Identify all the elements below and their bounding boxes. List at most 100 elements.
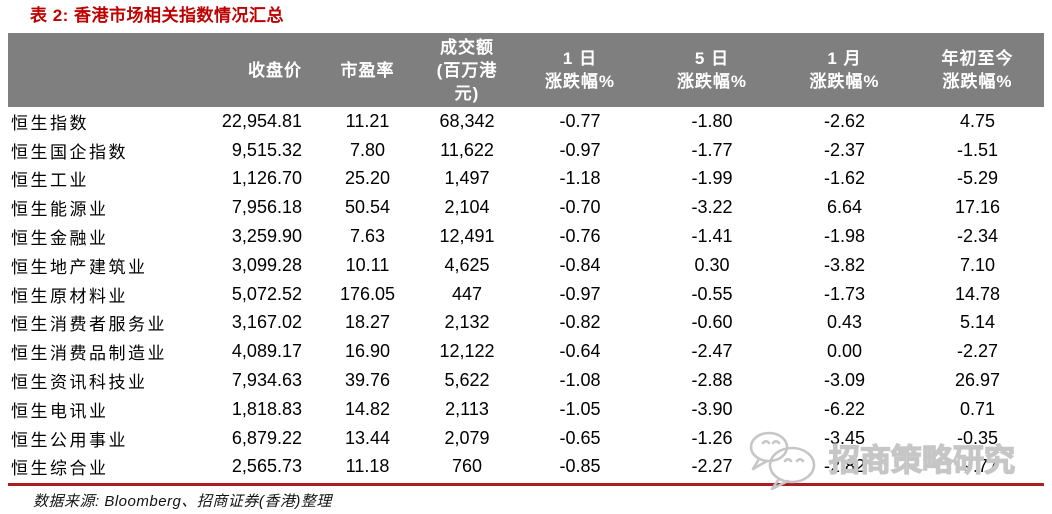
value-cell-pe: 10.11 xyxy=(345,254,390,275)
value-cell-pe: 13.44 xyxy=(344,427,391,448)
value-cell-pe: 39.76 xyxy=(344,370,391,391)
value-cell-d5: -1.80 xyxy=(691,110,733,131)
value-cell-d1: -0.97 xyxy=(559,139,601,160)
value-cell-close: 3,099.28 xyxy=(231,254,302,275)
value-cell-turnover: 2,132 xyxy=(444,312,490,333)
value-cell-ytd: 5.14 xyxy=(959,312,996,333)
table-row: 恒生消费品制造业 4,089.17 16.90 12,122 -0.64 -2.47 0.0… xyxy=(8,337,1044,366)
value-cell-turnover: 760 xyxy=(451,456,483,477)
value-cell-d5: -1.26 xyxy=(691,427,733,448)
value-cell-m1: 0.00 xyxy=(826,341,863,362)
value-cell-turnover: 11,622 xyxy=(440,139,494,160)
value-cell-d1: -0.70 xyxy=(559,197,601,218)
value-cell-ytd: 0.71 xyxy=(959,398,996,419)
column-header-pe: 市盈率 xyxy=(315,33,420,107)
table-row: 恒生指数 22,954.81 11.21 68,342 -0.77 -1.80 -2.62 4… xyxy=(8,107,1044,136)
column-header-d5: 5 日涨跌幅% xyxy=(646,33,778,107)
value-cell-close: 22,954.81 xyxy=(221,110,302,131)
column-header-d1: 1 日涨跌幅% xyxy=(514,33,646,107)
value-cell-turnover: 5,622 xyxy=(444,370,490,391)
value-cell-d5: -2.27 xyxy=(691,456,733,477)
value-cell-pe: 7.80 xyxy=(349,139,386,160)
value-cell-turnover: 12,122 xyxy=(439,341,495,362)
value-cell-d1: -0.64 xyxy=(559,341,601,362)
value-cell-d5: -1.99 xyxy=(691,168,733,189)
table-row: 恒生资讯科技业 7,934.63 39.76 5,622 -1.08 -2.88 -3.09… xyxy=(8,366,1044,395)
index-name-cell: 恒生工业 xyxy=(11,171,89,191)
value-cell-m1: -6.22 xyxy=(823,398,866,419)
value-cell-pe: 18.27 xyxy=(344,312,391,333)
value-cell-close: 3,259.90 xyxy=(231,226,302,247)
value-cell-d1: -0.82 xyxy=(559,312,601,333)
value-cell-ytd: 14.78 xyxy=(954,283,1001,304)
value-cell-d1: -0.97 xyxy=(559,283,601,304)
value-cell-pe: 25.20 xyxy=(344,168,391,189)
value-cell-m1: 0.43 xyxy=(826,312,863,333)
value-cell-close: 7,934.63 xyxy=(231,370,302,391)
header-row: 收盘价 市盈率 成交额 (百万港 元) 1 日涨跌幅% 5 日涨跌幅% 1 月涨跌幅% 年初至今… xyxy=(8,33,1044,107)
table-row: 恒生消费者服务业 3,167.02 18.27 2,132 -0.82 -0.60 0.43… xyxy=(8,309,1044,338)
value-cell-turnover: 2,104 xyxy=(444,197,490,218)
value-cell-d1: -1.05 xyxy=(559,398,601,419)
value-cell-m1: -2.37 xyxy=(823,139,866,160)
value-cell-d1: -0.76 xyxy=(559,226,601,247)
data-source-note: 数据来源: Bloomberg、招商证券(香港)整理 xyxy=(33,493,332,511)
value-cell-turnover: 1,497 xyxy=(444,168,490,189)
value-cell-ytd: 4.75 xyxy=(959,110,996,131)
column-header-m1: 1 月涨跌幅% xyxy=(778,33,911,107)
value-cell-d5: -2.47 xyxy=(691,341,733,362)
value-cell-d5: -3.22 xyxy=(691,197,733,218)
value-cell-turnover: 2,113 xyxy=(445,398,489,419)
value-cell-m1: -1.73 xyxy=(823,283,866,304)
column-header-turnover: 成交额 (百万港 元) xyxy=(420,33,514,107)
index-name-cell: 恒生公用事业 xyxy=(11,430,128,450)
value-cell-d1: -0.85 xyxy=(559,456,601,477)
value-cell-m1: -1.98 xyxy=(823,226,866,247)
value-cell-pe: 11.21 xyxy=(345,110,390,131)
index-name-cell: 恒生资讯科技业 xyxy=(11,373,148,393)
value-cell-turnover: 12,491 xyxy=(439,226,495,247)
column-header-ytd: 年初至今 涨跌幅% xyxy=(911,33,1044,107)
value-cell-ytd: 26.97 xyxy=(954,370,1001,391)
value-cell-d5: -1.77 xyxy=(691,139,733,160)
value-cell-ytd: -2.34 xyxy=(956,226,999,247)
value-cell-close: 6,879.22 xyxy=(231,427,302,448)
index-name-cell: 恒生电讯业 xyxy=(11,401,109,421)
index-name-cell: 恒生地产建筑业 xyxy=(11,257,148,277)
index-name-cell: 恒生原材料业 xyxy=(11,286,128,306)
value-cell-ytd: 7.10 xyxy=(959,254,996,275)
value-cell-close: 7,956.18 xyxy=(231,197,302,218)
value-cell-ytd: -9.77 xyxy=(956,456,999,477)
table-bottom-divider xyxy=(8,483,1044,487)
table-row: 恒生工业 1,126.70 25.20 1,497 -1.18 -1.99 -1.62 -5.… xyxy=(8,165,1044,194)
value-cell-m1: -2.82 xyxy=(823,456,866,477)
value-cell-m1: -3.82 xyxy=(823,254,866,275)
value-cell-m1: -3.09 xyxy=(823,370,866,391)
value-cell-d5: -0.60 xyxy=(691,312,733,333)
value-cell-m1: -3.45 xyxy=(823,427,866,448)
value-cell-d5: -0.55 xyxy=(691,283,733,304)
value-cell-pe: 50.54 xyxy=(344,197,391,218)
index-name-cell: 恒生能源业 xyxy=(11,200,109,220)
value-cell-ytd: -5.29 xyxy=(956,168,999,189)
column-header-name xyxy=(8,33,205,107)
value-cell-d5: -3.90 xyxy=(691,398,733,419)
table-row: 恒生公用事业 6,879.22 13.44 2,079 -0.65 -1.26 -3.45 -… xyxy=(8,424,1044,453)
table-row: 恒生地产建筑业 3,099.28 10.11 4,625 -0.84 0.30 -3.82 7… xyxy=(8,251,1044,280)
table-header: 收盘价 市盈率 成交额 (百万港 元) 1 日涨跌幅% 5 日涨跌幅% 1 月涨跌幅% 年初至今… xyxy=(8,33,1044,107)
value-cell-turnover: 4,625 xyxy=(444,254,490,275)
value-cell-d1: -0.65 xyxy=(559,427,601,448)
value-cell-d1: -1.18 xyxy=(559,168,601,189)
table-row: 恒生电讯业 1,818.83 14.82 2,113 -1.05 -3.90 -6.22 0.… xyxy=(8,395,1044,424)
report-page: 表 2: 香港市场相关指数情况汇总 收盘价 市盈率 成交额 (百万港 元) 1 日涨跌幅%… xyxy=(0,5,1052,514)
value-cell-pe: 16.90 xyxy=(344,341,391,362)
table-row: 恒生国企指数 9,515.32 7.80 11,622 -0.97 -1.77 -2.37 -… xyxy=(8,136,1044,165)
value-cell-m1: -1.62 xyxy=(823,168,866,189)
value-cell-d5: 0.30 xyxy=(694,254,730,275)
value-cell-turnover: 447 xyxy=(451,283,483,304)
index-name-cell: 恒生国企指数 xyxy=(11,142,128,162)
value-cell-close: 5,072.52 xyxy=(231,283,302,304)
value-cell-close: 1,818.83 xyxy=(231,398,302,419)
value-cell-d1: -0.84 xyxy=(559,254,601,275)
index-name-cell: 恒生消费品制造业 xyxy=(11,344,167,364)
